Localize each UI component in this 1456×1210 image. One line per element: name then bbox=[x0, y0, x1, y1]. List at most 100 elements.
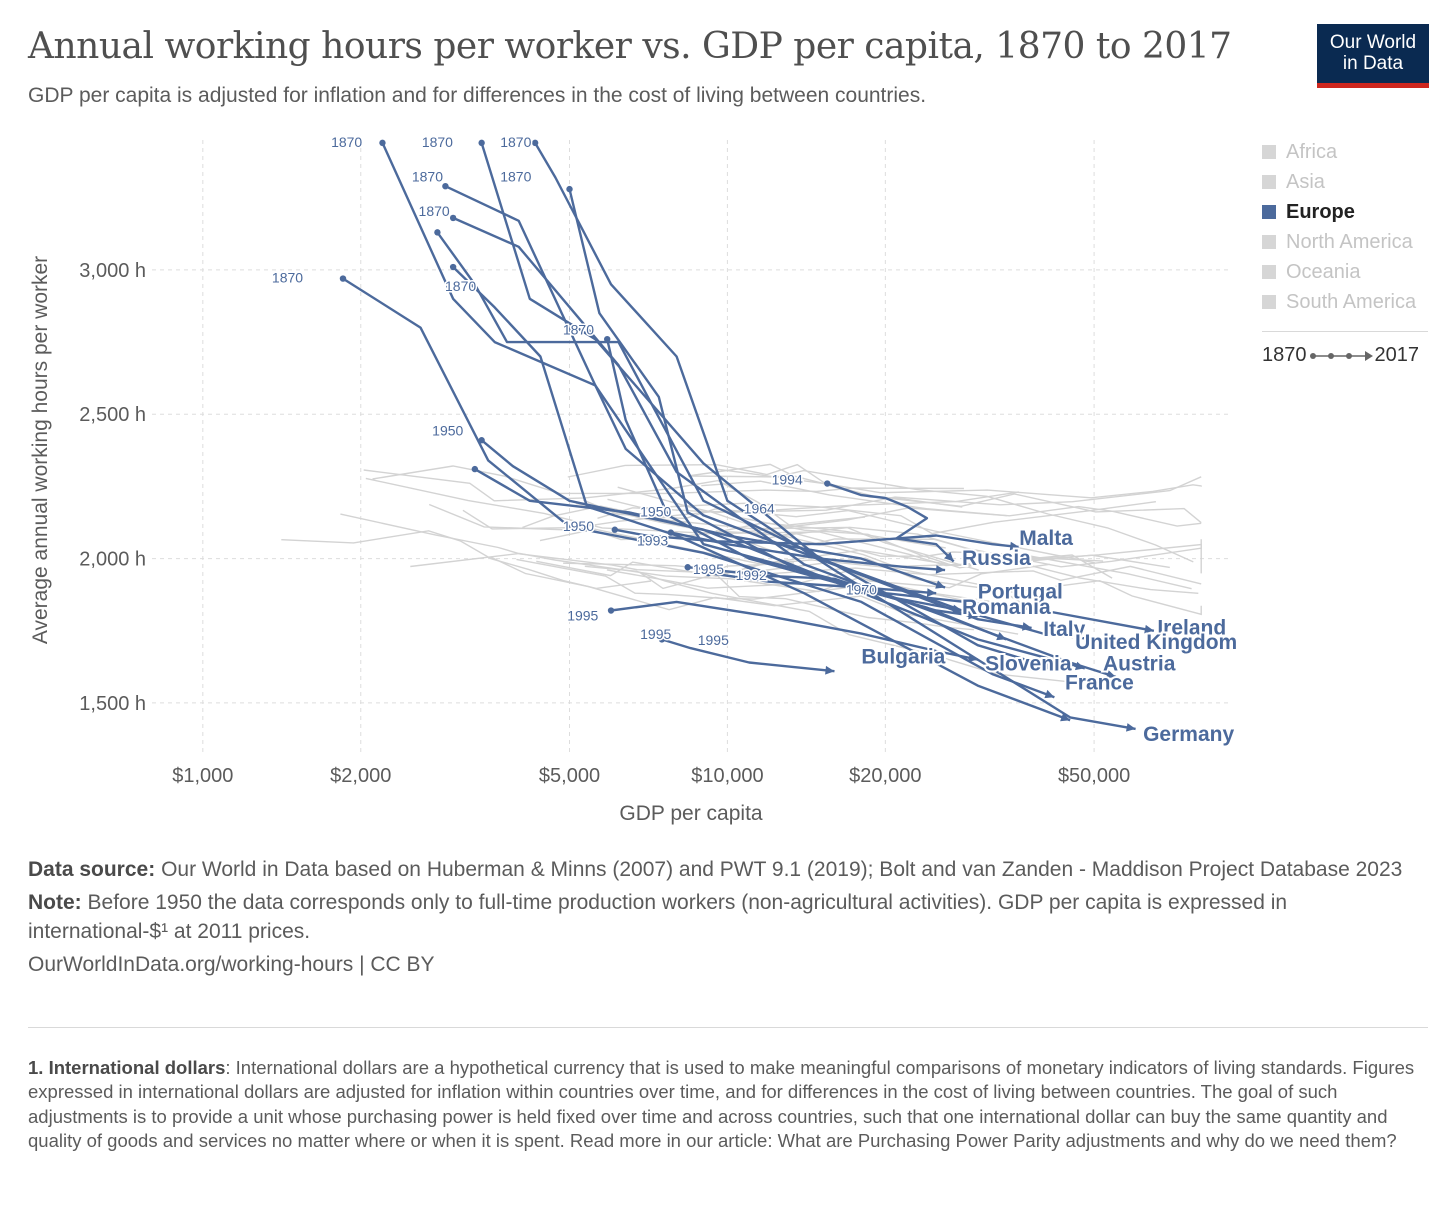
country-label: Romania bbox=[962, 596, 1051, 619]
series-line bbox=[661, 638, 835, 673]
legend-swatch bbox=[1262, 235, 1276, 249]
x-tick-label: $1,000 bbox=[172, 765, 233, 787]
footnote: 1. International dollars: International … bbox=[28, 1056, 1428, 1154]
year-label: 1870 bbox=[422, 134, 453, 150]
chart-title: Annual working hours per worker vs. GDP … bbox=[28, 26, 1232, 67]
scatter-chart[interactable]: $1,000 $2,000 $5,000 $10,000 $20,000 $50,000 1… bbox=[0, 0, 1456, 850]
series-end-arrow bbox=[1009, 541, 1020, 551]
series-end-arrow bbox=[968, 610, 978, 620]
legend-divider bbox=[1262, 331, 1428, 332]
other-region-line bbox=[584, 565, 1067, 683]
series-start-point bbox=[449, 263, 457, 271]
country-label: Italy bbox=[1043, 618, 1085, 641]
year-label: 1870 bbox=[445, 278, 476, 294]
timeline-start: 1870 bbox=[1262, 344, 1307, 366]
footer-divider bbox=[28, 1027, 1428, 1028]
series-line bbox=[452, 266, 1071, 722]
legend-swatch bbox=[1262, 145, 1276, 159]
year-label: 1950 bbox=[563, 518, 594, 534]
other-region-line bbox=[714, 531, 1202, 574]
series-start-point bbox=[607, 607, 615, 614]
series-start-point bbox=[705, 569, 712, 577]
logo-line-2: in Data bbox=[1342, 53, 1404, 74]
legend-label: Oceania bbox=[1286, 260, 1361, 283]
timeline-legend: 1870 2017 bbox=[1262, 344, 1419, 367]
year-label: 1950 bbox=[640, 503, 671, 519]
country-label: Slovenia bbox=[985, 653, 1072, 676]
legend-item-asia[interactable]: Asia bbox=[1262, 167, 1416, 197]
legend-item-south-america[interactable]: South America bbox=[1262, 287, 1416, 317]
other-region-line bbox=[638, 571, 974, 631]
series-end-arrow bbox=[1044, 661, 1055, 670]
data-source-text: Our World in Data based on Huberman & Mi… bbox=[161, 858, 1403, 881]
year-label: 1994 bbox=[772, 472, 803, 488]
y-tick-label: 3,000 h bbox=[79, 260, 146, 282]
other-region-line bbox=[340, 513, 795, 574]
note-text: Before 1950 the data corresponds only to… bbox=[28, 891, 1288, 943]
legend-label: Africa bbox=[1286, 140, 1338, 163]
country-label: France bbox=[1065, 671, 1134, 694]
series-start-point bbox=[478, 139, 485, 147]
other-region-line bbox=[717, 468, 1202, 499]
year-label: 1870 bbox=[500, 169, 531, 185]
series-end-arrow bbox=[1084, 634, 1095, 643]
note-label: Note: bbox=[28, 891, 82, 914]
series-start-point bbox=[604, 335, 611, 343]
europe-lines bbox=[339, 139, 1155, 732]
year-label: 1870 bbox=[272, 270, 303, 286]
year-label: 1870 bbox=[500, 134, 531, 150]
series-line bbox=[614, 528, 1020, 549]
year-label: 1995 bbox=[567, 607, 598, 623]
data-source: Data source: Our World in Data based on … bbox=[28, 855, 1428, 884]
year-label: 1870 bbox=[412, 169, 443, 185]
country-label: Bulgaria bbox=[861, 645, 945, 668]
x-tick-label: $2,000 bbox=[330, 765, 391, 787]
other-region-line bbox=[701, 480, 1202, 527]
series-start-point bbox=[471, 465, 479, 473]
timeline-end: 2017 bbox=[1374, 344, 1420, 366]
logo-line-1: Our World bbox=[1329, 32, 1417, 53]
series-line bbox=[480, 142, 1095, 641]
legend-label: Asia bbox=[1286, 170, 1325, 193]
series-end-arrow bbox=[1044, 689, 1055, 699]
series-start-point bbox=[478, 437, 485, 444]
y-tick-label: 1,500 h bbox=[79, 693, 146, 715]
country-label: Germany bbox=[1143, 723, 1234, 746]
year-label: 1964 bbox=[744, 501, 775, 517]
chart-subtitle: GDP per capita is adjusted for inflation… bbox=[28, 84, 927, 107]
other-region-line bbox=[490, 556, 1019, 635]
footnote-label: 1. International dollars bbox=[28, 1057, 226, 1078]
series-end-arrow bbox=[926, 588, 937, 597]
country-label: United Kingdom bbox=[1075, 631, 1237, 654]
legend-swatch bbox=[1262, 295, 1276, 309]
y-tick-label: 2,000 h bbox=[79, 549, 146, 571]
x-tick-label: $10,000 bbox=[691, 765, 763, 787]
series-line bbox=[381, 142, 1155, 632]
series-start-point bbox=[566, 185, 573, 193]
year-label: 1993 bbox=[637, 532, 668, 548]
owid-logo[interactable]: Our World in Data bbox=[1317, 24, 1429, 88]
series-line bbox=[826, 482, 955, 563]
series-end-arrow bbox=[1144, 624, 1154, 634]
series-start-point bbox=[449, 214, 457, 222]
axes: GDP per capita Average annual working ho… bbox=[29, 256, 763, 825]
y-tick-label: 2,500 h bbox=[79, 404, 146, 426]
legend-label: North America bbox=[1286, 230, 1413, 253]
other-region-line bbox=[700, 527, 1199, 594]
country-label: Ireland bbox=[1157, 616, 1226, 639]
legend-item-africa[interactable]: Africa bbox=[1262, 137, 1416, 167]
legend-item-europe[interactable]: Europe bbox=[1262, 197, 1416, 227]
country-label: Malta bbox=[1019, 527, 1073, 550]
legend-swatch bbox=[1262, 175, 1276, 189]
series-end-arrow bbox=[1105, 670, 1116, 679]
series-start-point bbox=[684, 564, 691, 571]
other-region-line bbox=[691, 463, 1202, 524]
chart-note: Note: Before 1950 the data corresponds o… bbox=[28, 888, 1428, 946]
series-end-arrow bbox=[1022, 622, 1032, 631]
legend-item-oceania[interactable]: Oceania bbox=[1262, 257, 1416, 287]
legend-item-north-america[interactable]: North America bbox=[1262, 227, 1416, 257]
series-end-arrow bbox=[1126, 723, 1136, 732]
legend-label: South America bbox=[1286, 290, 1417, 313]
year-label: 1870 bbox=[563, 322, 594, 338]
source-url[interactable]: OurWorldInData.org/working-hours | CC BY bbox=[28, 953, 435, 976]
